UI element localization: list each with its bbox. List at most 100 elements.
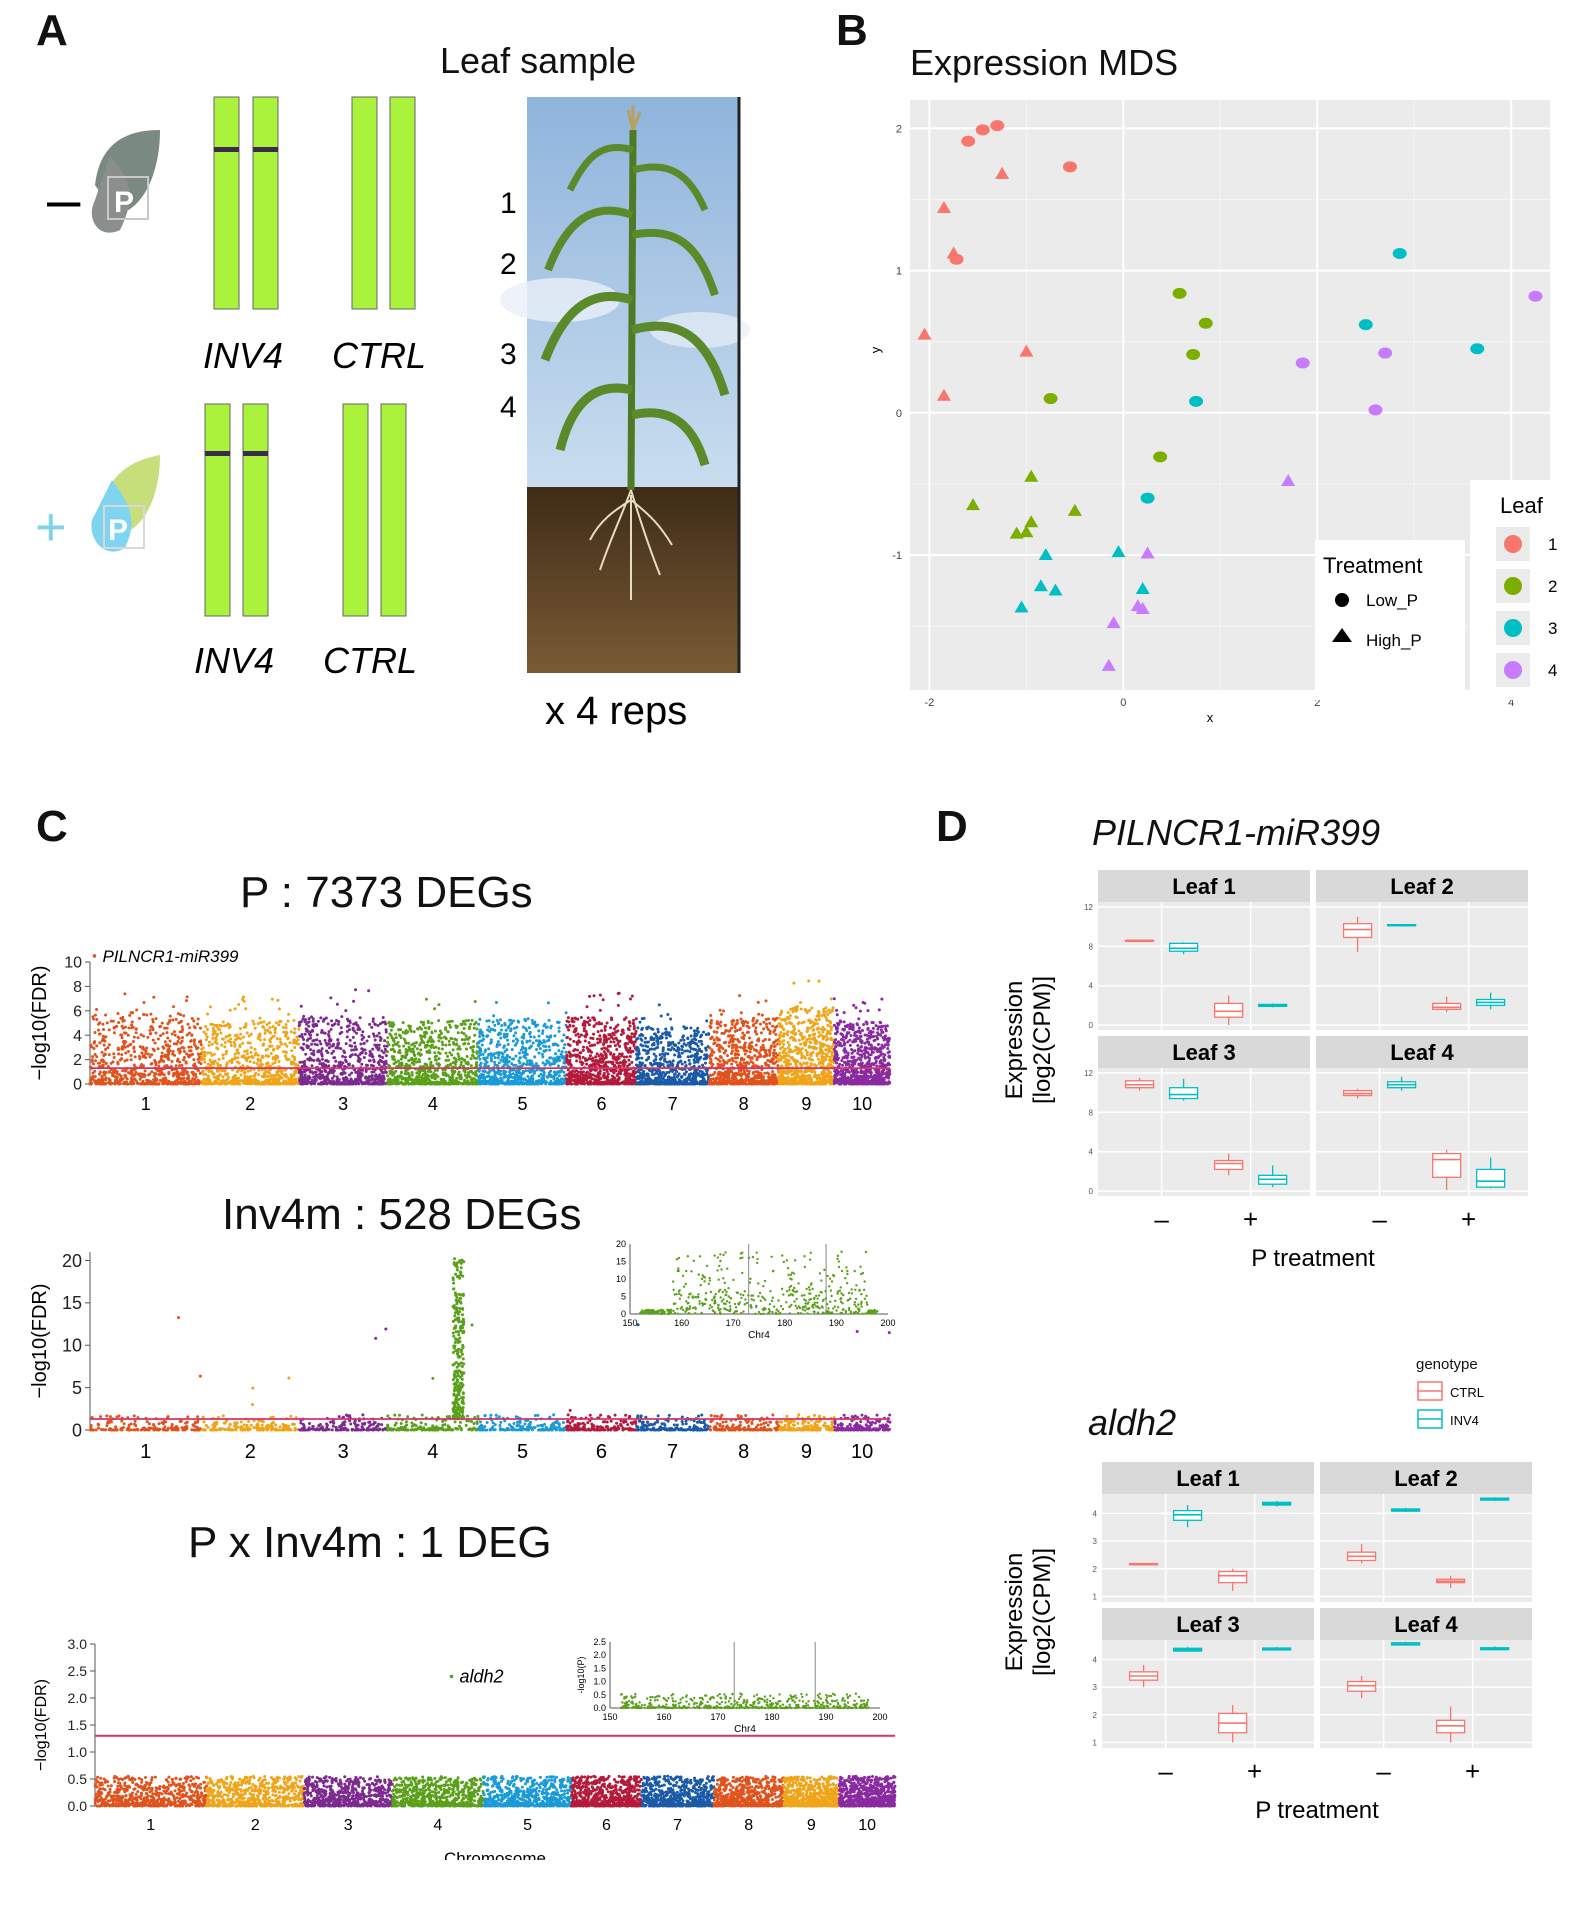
manhattan-point [179,1080,183,1084]
manhattan-point [494,1076,498,1080]
manhattan-point [435,1054,439,1058]
manhattan-point [565,1056,569,1060]
manhattan-point [487,1081,491,1085]
manhattan-point [531,1068,535,1072]
manhattan-point [703,1080,707,1084]
manhattan-point [650,1073,654,1077]
manhattan-point [337,1078,341,1082]
manhattan-point [163,1026,167,1030]
manhattan-point [586,1081,590,1085]
manhattan-point [177,1021,181,1025]
manhattan-point [103,1039,107,1043]
manhattan-point [138,1045,142,1049]
manhattan-point [430,1076,434,1080]
manhattan-point [311,1039,315,1043]
manhattan-point [292,1072,296,1076]
manhattan-point [101,1022,105,1026]
mds-point-leaf4-highp [1281,474,1296,487]
manhattan-point [689,1026,693,1030]
mds-title: Expression MDS [910,42,1179,83]
manhattan-point [565,1053,569,1057]
manhattan-point [145,1013,149,1017]
manhattan-point [502,1045,506,1049]
manhattan-point [450,1019,454,1023]
manhattan-point [528,1032,532,1036]
manhattan-point [654,1057,658,1061]
manhattan-point [386,1063,390,1067]
manhattan-point [102,1036,106,1040]
manhattan-point [124,1031,128,1035]
manhattan-point [558,1082,562,1086]
manhattan-point [487,1047,491,1051]
manhattan-point [634,1017,638,1021]
manhattan-point [496,1021,500,1025]
manhattan-point [216,1062,220,1066]
manhattan-point [624,1042,628,1046]
manhattan-point [685,1026,689,1030]
manhattan-point [91,1071,95,1075]
chromosome-tick-label-2: 2 [245,1094,255,1110]
manhattan-point [354,1021,358,1025]
manhattan-point [424,1030,428,1034]
manhattan-point [280,1069,284,1073]
manhattan-point [395,1043,399,1047]
manhattan-point [262,1042,266,1046]
manhattan-point [187,1079,191,1083]
manhattan-point [640,1056,644,1060]
manhattan-point [395,1079,399,1083]
manhattan-point [351,1064,355,1068]
manhattan-point [598,1034,602,1038]
manhattan-point [232,1079,236,1083]
manhattan-point [450,1037,454,1041]
manhattan-point [434,1076,438,1080]
manhattan-point [571,1054,575,1058]
manhattan-point [259,1059,263,1063]
manhattan-point [541,1075,545,1079]
manhattan-point [679,1038,683,1042]
manhattan-point [514,1054,518,1058]
manhattan-point [701,1082,705,1086]
manhattan-point [426,1040,430,1044]
manhattan-point [160,1021,164,1025]
manhattan-point [335,1075,339,1079]
manhattan-point [201,1054,205,1058]
manhattan-point [189,1039,193,1043]
manhattan-point [629,1049,633,1053]
manhattan-point [200,1057,204,1061]
manhattan-point [316,1019,320,1023]
manhattan-point [395,1082,399,1086]
manhattan-point [367,989,371,993]
manhattan-point [104,1061,108,1065]
manhattan-point [568,1044,572,1048]
manhattan-point [318,1072,322,1076]
mds-point-leaf2-highp [1067,503,1082,516]
manhattan-point [120,1047,124,1051]
manhattan-point [180,1025,184,1029]
phosphorus-high-icon: P [91,455,160,552]
chromosome-pair-inv4-bottom [204,403,269,617]
manhattan-point [566,1081,570,1085]
manhattan-point [602,1046,606,1050]
manhattan-point [236,1079,240,1083]
manhattan-point [260,1068,264,1072]
manhattan-point [616,1003,620,1007]
manhattan-point [300,1035,304,1039]
manhattan-point [611,1079,615,1083]
manhattan-point [236,1076,240,1080]
manhattan-point [533,1023,537,1027]
manhattan-point [499,1051,503,1055]
manhattan-point [437,1081,441,1085]
manhattan-point [362,1056,366,1060]
manhattan-point [211,1026,215,1030]
manhattan-point [175,1078,179,1082]
manhattan-point [329,1027,333,1031]
manhattan-point [323,1081,327,1085]
manhattan-point [185,1077,189,1081]
manhattan-point [151,1038,155,1042]
manhattan-point [643,1048,647,1052]
manhattan-point [336,1046,340,1050]
manhattan-point [212,1029,216,1033]
manhattan-point [93,1080,97,1084]
manhattan-point [216,1069,220,1073]
